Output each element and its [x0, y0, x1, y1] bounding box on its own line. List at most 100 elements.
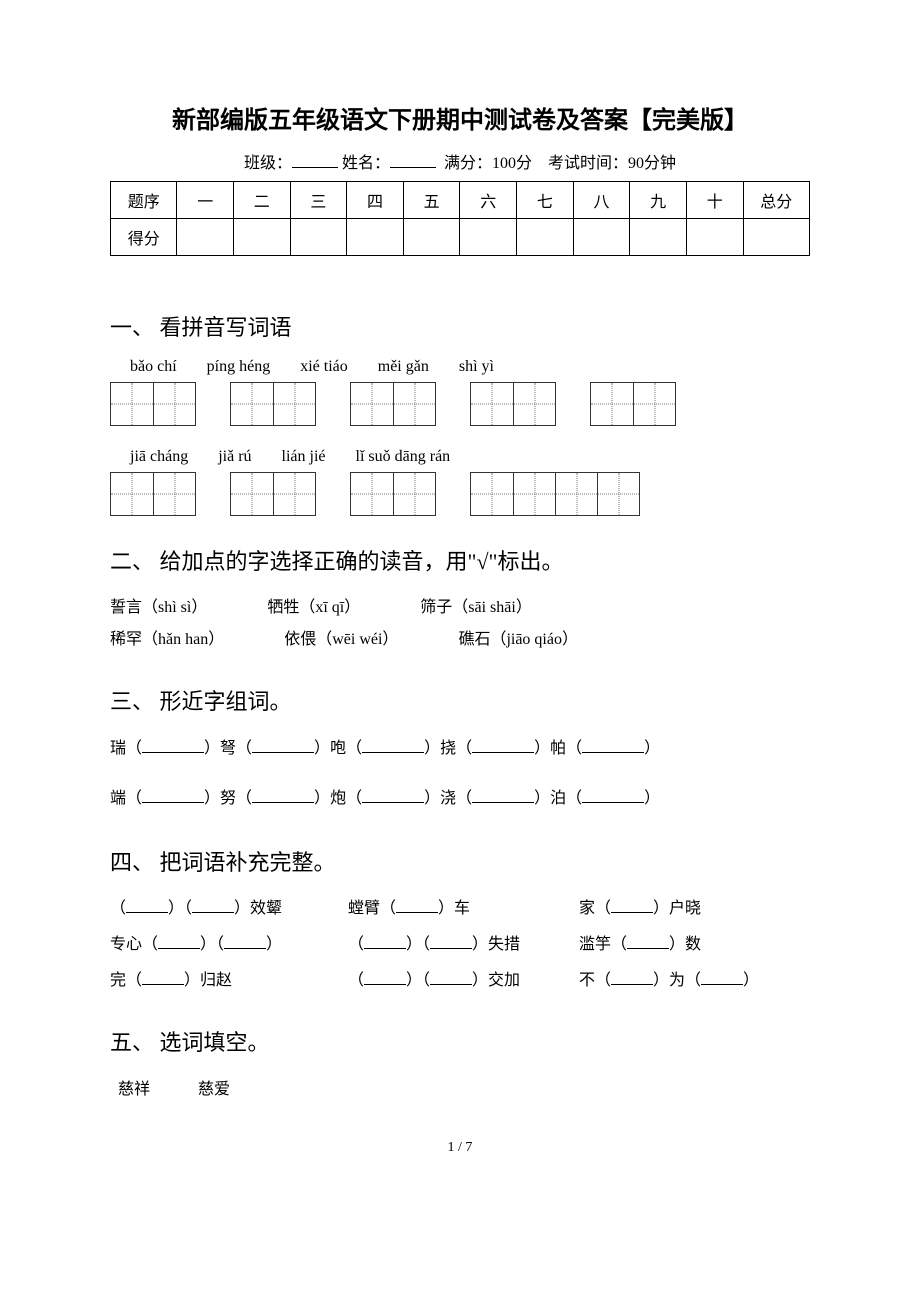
blank[interactable] — [430, 984, 472, 985]
table-header: 七 — [517, 182, 574, 219]
q4-text: ）为（ — [653, 972, 701, 989]
blank[interactable] — [396, 912, 438, 913]
page-number: 1 / 7 — [110, 1140, 810, 1156]
tianzi-cell[interactable] — [351, 383, 393, 425]
tianzi-grid[interactable] — [230, 382, 316, 426]
q3-item: 泊（ — [550, 790, 582, 807]
tianzi-cell[interactable] — [273, 473, 315, 515]
blank[interactable] — [158, 948, 200, 949]
table-header: 九 — [630, 182, 687, 219]
tianzi-cell[interactable] — [513, 473, 555, 515]
table-cell: 得分 — [111, 219, 177, 256]
table-cell[interactable] — [403, 219, 460, 256]
blank[interactable] — [611, 984, 653, 985]
table-cell[interactable] — [290, 219, 347, 256]
tianzi-cell[interactable] — [471, 383, 513, 425]
blank[interactable] — [364, 984, 406, 985]
tianzi-cell[interactable] — [591, 383, 633, 425]
blank[interactable] — [126, 912, 168, 913]
q4-item: 专心（）（） — [110, 929, 348, 961]
q4-text: ）车 — [438, 900, 470, 917]
tianzi-cell[interactable] — [393, 383, 435, 425]
q1-head: 一、 看拼音写词语 — [110, 310, 810, 342]
table-cell[interactable] — [177, 219, 234, 256]
blank[interactable] — [252, 802, 314, 803]
q3-item: 挠（ — [440, 740, 472, 757]
tianzi-grid[interactable] — [230, 472, 316, 516]
blank[interactable] — [142, 984, 184, 985]
blank[interactable] — [701, 984, 743, 985]
pinyin-word: píng héng — [207, 358, 271, 376]
blank[interactable] — [252, 752, 314, 753]
q2-item: 誓言（shì sì） — [110, 592, 207, 624]
q4-text: 不（ — [579, 972, 611, 989]
table-cell[interactable] — [234, 219, 291, 256]
tianzi-grid[interactable] — [590, 382, 676, 426]
tianzi-cell[interactable] — [231, 383, 273, 425]
table-cell[interactable] — [460, 219, 517, 256]
pinyin-word: lián jié — [282, 448, 326, 466]
tianzi-cell[interactable] — [111, 473, 153, 515]
tianzi-cell[interactable] — [393, 473, 435, 515]
q4-text: ）（ — [168, 900, 192, 917]
tianzi-cell[interactable] — [111, 383, 153, 425]
paren-close: ） — [644, 740, 660, 757]
blank[interactable] — [192, 912, 234, 913]
tianzi-cell[interactable] — [153, 473, 195, 515]
blank[interactable] — [142, 802, 204, 803]
blank[interactable] — [362, 752, 424, 753]
full-value: 100分 — [492, 155, 532, 172]
blank[interactable] — [627, 948, 669, 949]
tianzi-grid[interactable] — [110, 472, 196, 516]
blank[interactable] — [582, 802, 644, 803]
q4-item: （）（）失措 — [348, 929, 579, 961]
tianzi-cell[interactable] — [471, 473, 513, 515]
name-label: 姓名： — [342, 155, 390, 172]
tianzi-cell[interactable] — [597, 473, 639, 515]
table-cell[interactable] — [743, 219, 809, 256]
table-cell[interactable] — [686, 219, 743, 256]
q2-item: 稀罕（hǎn han） — [110, 624, 224, 656]
q4-item: （）（）效颦 — [110, 893, 348, 925]
tianzi-cell[interactable] — [633, 383, 675, 425]
table-header: 三 — [290, 182, 347, 219]
blank[interactable] — [362, 802, 424, 803]
class-label: 班级： — [244, 155, 292, 172]
q4-text: （ — [110, 900, 126, 917]
table-cell[interactable] — [573, 219, 630, 256]
paren-close: ） — [534, 790, 550, 807]
blank[interactable] — [142, 752, 204, 753]
blank[interactable] — [611, 912, 653, 913]
blank-name[interactable] — [390, 151, 436, 168]
blank[interactable] — [582, 752, 644, 753]
blank[interactable] — [472, 802, 534, 803]
tianzi-cell[interactable] — [231, 473, 273, 515]
tianzi-grid[interactable] — [470, 472, 640, 516]
tianzi-grid[interactable] — [350, 472, 436, 516]
table-header: 五 — [403, 182, 460, 219]
q4-item: 不（）为（） — [579, 965, 810, 997]
q4-head: 四、 把词语补充完整。 — [110, 845, 810, 877]
blank[interactable] — [430, 948, 472, 949]
tianzi-grid[interactable] — [110, 382, 196, 426]
table-cell[interactable] — [517, 219, 574, 256]
blank[interactable] — [224, 948, 266, 949]
blank[interactable] — [472, 752, 534, 753]
q5-word-2: 慈爱 — [198, 1081, 230, 1098]
q4-text: ）（ — [200, 936, 224, 953]
blank-class[interactable] — [292, 151, 338, 168]
tianzi-cell[interactable] — [273, 383, 315, 425]
tianzi-cell[interactable] — [351, 473, 393, 515]
q3-head: 三、 形近字组词。 — [110, 684, 810, 716]
q4-text: 完（ — [110, 972, 142, 989]
table-header: 六 — [460, 182, 517, 219]
tianzi-grid[interactable] — [470, 382, 556, 426]
tianzi-grid[interactable] — [350, 382, 436, 426]
q3-line: 端（）努（）炮（）浇（）泊（） — [110, 782, 810, 816]
blank[interactable] — [364, 948, 406, 949]
tianzi-cell[interactable] — [153, 383, 195, 425]
table-cell[interactable] — [630, 219, 687, 256]
tianzi-cell[interactable] — [555, 473, 597, 515]
tianzi-cell[interactable] — [513, 383, 555, 425]
table-cell[interactable] — [347, 219, 404, 256]
